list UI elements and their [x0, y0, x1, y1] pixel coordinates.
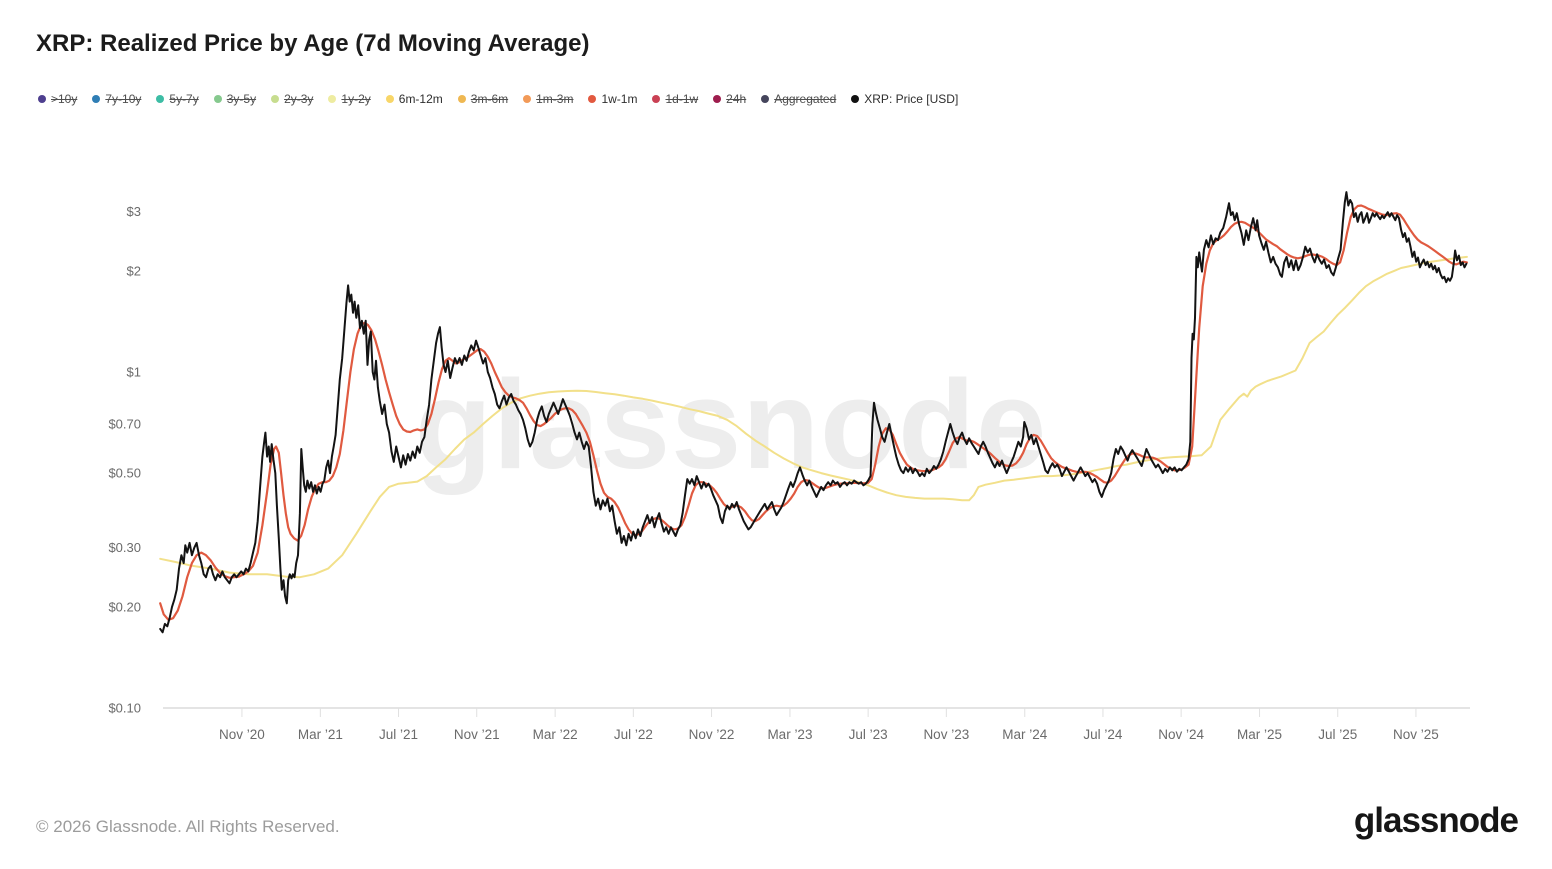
legend-dot-3y-5y: [213, 95, 222, 103]
legend-label-1y-2y: 1y-2y: [341, 92, 371, 106]
legend-item-1m-3m[interactable]: 1m-3m: [523, 92, 573, 106]
legend-label-24h: 24h: [726, 92, 747, 106]
legend-label-1m-3m: 1m-3m: [536, 92, 574, 106]
x-tick-label: Nov ’23: [923, 727, 969, 742]
legend-item-7y-10y[interactable]: 7y-10y: [92, 92, 141, 106]
legend-item-aggregated[interactable]: Aggregated: [761, 92, 836, 106]
x-tick-label: Mar ’25: [1237, 727, 1282, 742]
legend: >10y 7y-10y 5y-7y 3y-5y 2y-3y 1y-2y 6m-12m 3m-6…: [38, 92, 958, 106]
x-tick-label: Nov ’22: [689, 727, 735, 742]
glassnode-watermark: glassnode: [415, 354, 1048, 495]
legend-dot-3m-6m: [457, 95, 466, 103]
legend-label-3y-5y: 3y-5y: [226, 92, 257, 106]
legend-dot-6m-12m: [385, 95, 394, 103]
x-tick-label: Jul ’23: [849, 727, 888, 742]
legend-dot-1y-2y: [328, 95, 337, 103]
x-tick-label: Nov ’24: [1158, 727, 1204, 742]
y-tick-label: $0.70: [108, 417, 141, 432]
x-tick-label: Jul ’24: [1083, 727, 1123, 742]
legend-dot-1w-1m: [588, 95, 597, 103]
series-line-6m-12m: [159, 255, 1468, 579]
legend-item-3m-6m[interactable]: 3m-6m: [457, 92, 509, 106]
x-tick-label: Jul ’22: [614, 727, 653, 742]
glassnode-logo: glassnode: [1353, 801, 1519, 840]
legend-label-2y-3y: 2y-3y: [284, 92, 314, 106]
series-line-xrp-price-usd-: [159, 191, 1468, 634]
x-tick-label: Nov ’20: [219, 727, 265, 742]
legend-label-7y-10y: 7y-10y: [105, 92, 142, 106]
copyright-text: © 2026 Glassnode. All Rights Reserved.: [36, 817, 340, 836]
legend-dot-gt-10y: [38, 95, 46, 103]
legend-dot-xrp-price-usd: [851, 95, 860, 103]
series-line-1w-1m: [159, 204, 1468, 621]
x-tick-label: Mar ’21: [298, 727, 343, 742]
legend-item-24h[interactable]: 24h: [713, 92, 746, 106]
legend-dot-7y-10y: [92, 95, 101, 103]
legend-dot-5y-7y: [156, 95, 165, 103]
legend-label-6m-12m: 6m-12m: [398, 92, 443, 106]
legend-item-1w-1m[interactable]: 1w-1m: [588, 92, 637, 106]
page-title: XRP: Realized Price by Age (7d Moving Av…: [36, 30, 590, 57]
legend-dot-1d-1w: [652, 95, 661, 103]
legend-dot-2y-3y: [271, 95, 280, 103]
legend-item-gt-10y[interactable]: >10y: [38, 92, 77, 106]
legend-dot-aggregated: [761, 95, 770, 103]
legend-label-1w-1m: 1w-1m: [601, 92, 638, 106]
y-tick-label: $2: [127, 263, 141, 278]
legend-label-gt-10y: >10y: [51, 92, 78, 106]
legend-item-3y-5y[interactable]: 3y-5y: [213, 92, 257, 106]
legend-label-xrp-price-usd: XRP: Price [USD]: [864, 92, 959, 106]
legend-item-5y-7y[interactable]: 5y-7y: [156, 92, 199, 106]
x-tick-label: Nov ’21: [454, 727, 500, 742]
legend-item-2y-3y[interactable]: 2y-3y: [271, 92, 313, 106]
legend-item-6m-12m[interactable]: 6m-12m: [385, 92, 443, 106]
legend-item-1y-2y[interactable]: 1y-2y: [328, 92, 371, 106]
legend-label-3m-6m: 3m-6m: [470, 92, 509, 106]
y-tick-label: $0.20: [108, 599, 141, 614]
y-tick-label: $1: [127, 365, 141, 380]
y-tick-label: $0.10: [108, 701, 141, 716]
x-tick-label: Nov ’25: [1393, 727, 1439, 742]
x-tick-label: Jul ’21: [379, 727, 418, 742]
legend-item-xrp-price-usd[interactable]: XRP: Price [USD]: [851, 92, 958, 106]
x-tick-label: Jul ’25: [1318, 727, 1357, 742]
y-tick-label: $0.30: [108, 540, 141, 555]
legend-label-5y-7y: 5y-7y: [169, 92, 199, 106]
x-tick-label: Mar ’22: [533, 727, 578, 742]
legend-item-1d-1w[interactable]: 1d-1w: [652, 92, 698, 106]
legend-dot-24h: [713, 95, 722, 103]
legend-dot-1m-3m: [523, 95, 532, 103]
legend-label-aggregated: Aggregated: [774, 92, 837, 106]
legend-label-1d-1w: 1d-1w: [665, 92, 699, 106]
y-tick-label: $3: [127, 204, 141, 219]
x-tick-label: Mar ’24: [1002, 727, 1048, 742]
y-tick-label: $0.50: [108, 466, 141, 481]
x-tick-label: Mar ’23: [767, 727, 812, 742]
